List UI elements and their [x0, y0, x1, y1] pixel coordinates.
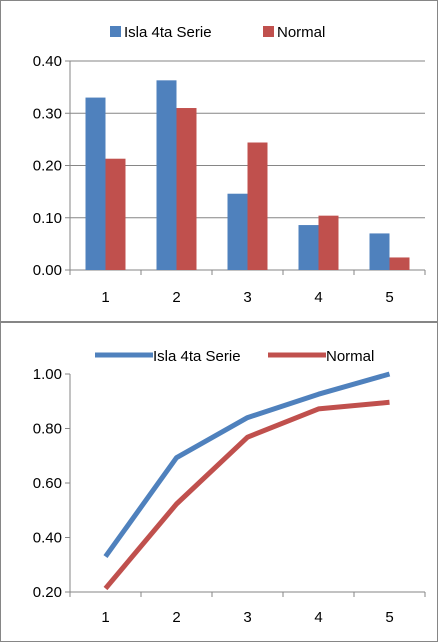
line-series-isla	[103, 371, 391, 559]
bar-y-tick-label: 0.40	[33, 53, 62, 70]
bar-legend-swatch-1	[263, 26, 274, 37]
bar-normal-1	[105, 158, 126, 270]
bar-legend-swatch-0	[110, 26, 121, 37]
bar-normal-5	[389, 257, 410, 270]
bar-x-tick-label: 2	[172, 289, 180, 306]
line-y-tick-label: 0.60	[33, 475, 62, 492]
bar-y-tick-label: 0.20	[33, 158, 62, 175]
bar-chart-panel: 0.00 0.10 0.20 0.30 0.40 1 2 3 4 5 Isla 4ta Serie…	[0, 0, 438, 322]
bar-isla-5	[369, 233, 390, 270]
line-marks	[103, 371, 391, 591]
bar-legend-label-0: Isla 4ta Serie	[124, 24, 212, 41]
bar-chart: 0.00 0.10 0.20 0.30 0.40 1 2 3 4 5 Isla 4ta Serie…	[0, 0, 438, 322]
bar-x-tick-label: 3	[243, 289, 251, 306]
line-series-normal	[103, 399, 390, 591]
line-legend-label-1: Normal	[326, 348, 374, 365]
bar-x-tick-label: 1	[101, 289, 109, 306]
line-x-tick-label: 2	[172, 609, 180, 626]
line-legend: Isla 4ta Serie Normal	[95, 348, 374, 365]
line-x-tick-label: 4	[314, 609, 322, 626]
bar-chart-border	[0, 0, 438, 322]
bar-isla-4	[298, 225, 319, 270]
bar-normal-2	[176, 108, 197, 271]
line-x-tick-label: 3	[243, 609, 251, 626]
line-x-tick-label: 1	[101, 609, 109, 626]
line-chart-border	[0, 322, 438, 642]
line-legend-label-0: Isla 4ta Serie	[153, 348, 241, 365]
bar-y-tick-label: 0.30	[33, 105, 62, 122]
bar-isla-3	[227, 193, 248, 270]
bar-legend-label-1: Normal	[277, 24, 325, 41]
line-y-tick-label: 0.20	[33, 584, 62, 601]
bar-normal-3	[247, 142, 268, 270]
bar-axes: 0.00 0.10 0.20 0.30 0.40 1 2 3 4 5	[33, 53, 426, 306]
bar-y-tick-label: 0.00	[33, 262, 62, 279]
line-axes: 0.20 0.40 0.60 0.80 1.00 1 2 3 4 5	[33, 366, 426, 626]
bar-isla-2	[156, 80, 177, 271]
line-x-tick-label: 5	[385, 609, 393, 626]
bar-x-tick-label: 4	[314, 289, 322, 306]
line-y-tick-label: 0.40	[33, 530, 62, 547]
bar-legend: Isla 4ta Serie Normal	[110, 24, 325, 41]
bar-isla-1	[85, 97, 106, 270]
line-y-tick-label: 0.80	[33, 421, 62, 438]
bar-marks	[85, 80, 410, 271]
line-chart: 0.20 0.40 0.60 0.80 1.00 1 2 3 4 5 Isla 4ta Serie…	[0, 322, 438, 642]
line-y-tick-label: 1.00	[33, 366, 62, 383]
line-chart-panel: 0.20 0.40 0.60 0.80 1.00 1 2 3 4 5 Isla 4ta Serie…	[0, 322, 438, 642]
bar-x-tick-label: 5	[385, 289, 393, 306]
bar-y-tick-label: 0.10	[33, 210, 62, 227]
bar-normal-4	[318, 215, 339, 270]
